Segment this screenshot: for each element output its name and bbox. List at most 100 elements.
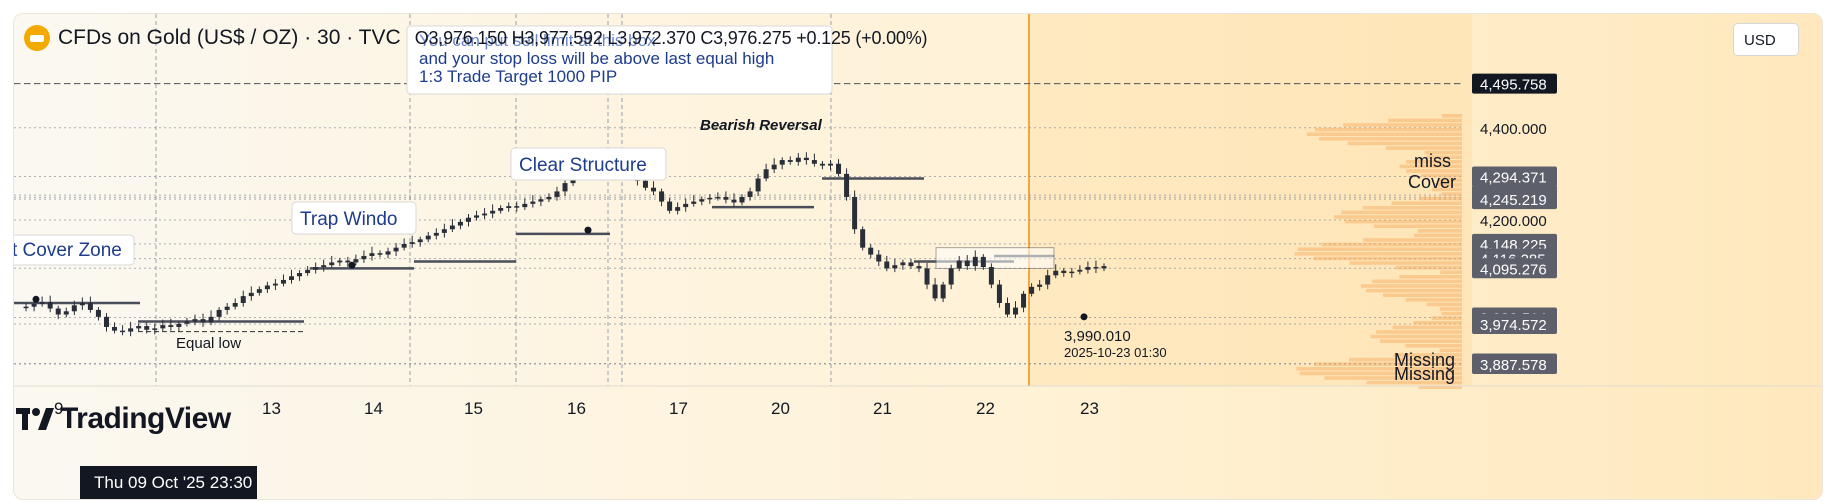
- volume-profile-bar: [1380, 339, 1462, 343]
- candle-body: [723, 196, 729, 200]
- candle-body: [972, 256, 978, 267]
- volume-profile-bar: [1393, 353, 1462, 357]
- candle-body: [795, 157, 801, 162]
- candle-body: [956, 260, 962, 269]
- note-line: 1:3 Trade Target 1000 PIP: [419, 67, 617, 86]
- svg-text:3,974.572: 3,974.572: [1480, 317, 1547, 334]
- price-scale-label: 4,294.371: [1472, 166, 1557, 187]
- candle-body: [1037, 284, 1043, 287]
- candle-body: [514, 206, 520, 208]
- volume-profile-bar: [1439, 307, 1462, 311]
- candle-body: [876, 254, 882, 262]
- note-line: You can put sell limit at this box: [419, 31, 656, 50]
- candle-body: [932, 284, 938, 299]
- volume-profile-bar: [1383, 293, 1462, 297]
- symbol-title[interactable]: CFDs on Gold (US$ / OZ) · 30 · TVC: [58, 26, 401, 49]
- candle-body: [313, 267, 319, 270]
- volume-profile-bar: [1399, 275, 1462, 279]
- volume-profile-bar: [1297, 247, 1462, 251]
- candle-body: [289, 276, 295, 280]
- volume-profile-bar: [1344, 219, 1462, 224]
- volume-profile-bar: [1441, 311, 1462, 316]
- low-price-label: 3,990.010: [1064, 328, 1131, 345]
- candle-body: [996, 284, 1002, 303]
- candle-body: [417, 239, 423, 243]
- svg-text:4,200.000: 4,200.000: [1480, 213, 1547, 230]
- candle-body: [345, 260, 351, 263]
- candle-body: [208, 316, 214, 323]
- marker-dot: [584, 226, 592, 234]
- candle-body: [39, 302, 45, 304]
- candle-body: [71, 305, 77, 312]
- volume-profile-bar: [1420, 196, 1462, 201]
- volume-profile-bar: [1439, 348, 1462, 353]
- candle-body: [852, 196, 858, 230]
- candle-body: [232, 303, 238, 307]
- svg-text:4,294.371: 4,294.371: [1480, 169, 1547, 186]
- volume-profile-bar: [1314, 127, 1462, 132]
- volume-profile-bar: [1431, 187, 1462, 192]
- candle-body: [538, 199, 544, 202]
- candle-body: [240, 296, 246, 303]
- volume-profile-bar: [1392, 325, 1462, 330]
- marker-dot: [1080, 313, 1088, 321]
- candle-body: [763, 169, 769, 179]
- tradingview-logo-icon: [16, 408, 54, 430]
- gold-symbol-icon: [24, 25, 50, 51]
- missing-1-label: Missing: [1394, 350, 1455, 370]
- time-tick-label: 14: [364, 399, 383, 418]
- time-tick-label: 13: [262, 399, 281, 418]
- candle-body: [256, 289, 262, 293]
- clear-structure-label: Clear Structure: [519, 155, 647, 176]
- candle-body: [128, 328, 134, 332]
- candle-body: [988, 267, 994, 285]
- chart-frame: t Cover Zone Trap Windo Clear Structure Bea…: [13, 13, 1823, 500]
- candle-body: [642, 180, 648, 188]
- horizontal-levels: [14, 83, 1462, 365]
- volume-profile-bar: [1366, 380, 1462, 385]
- candle-body: [1085, 267, 1091, 270]
- price-scale-label: 3,887.578: [1472, 354, 1557, 375]
- candle-body: [675, 207, 681, 211]
- price-scale-label: 4,495.758: [1472, 73, 1557, 94]
- svg-text:4,095.276: 4,095.276: [1480, 261, 1547, 278]
- cover-label: Cover: [1408, 172, 1456, 192]
- chart-canvas[interactable]: t Cover Zone Trap Windo Clear Structure Bea…: [14, 14, 1822, 499]
- candle-body: [136, 326, 142, 329]
- currency-button[interactable]: USD: [1733, 23, 1799, 56]
- candle-body: [884, 261, 890, 269]
- candle-body: [144, 326, 150, 330]
- brand-name: TradingView: [60, 402, 231, 435]
- candle-body: [940, 284, 946, 299]
- candle-body: [369, 253, 375, 256]
- candle-body: [739, 196, 745, 203]
- volume-profile-bar: [1294, 252, 1462, 256]
- candle-body: [1004, 303, 1010, 315]
- sell-limit-box: [935, 247, 1055, 269]
- volume-profile-bar: [1437, 178, 1462, 182]
- miss-label: miss: [1414, 151, 1451, 171]
- volume-profile-bar: [1349, 357, 1462, 362]
- ohlc-readout: O3,976.150 H3,977.592 L3,972.370 C3,976.…: [414, 27, 928, 48]
- volume-profile-bar: [1343, 123, 1462, 127]
- trap-window-annotation: Trap Windo: [291, 201, 417, 235]
- candle-body: [522, 203, 528, 208]
- candle-body: [425, 235, 431, 240]
- candle-body: [747, 191, 753, 197]
- candle-body: [449, 225, 455, 230]
- symbol-header: CFDs on Gold (US$ / OZ) · 30 · TVC O3,97…: [24, 24, 928, 52]
- time-tick-label: 23: [1080, 399, 1099, 418]
- candle-body: [433, 232, 439, 236]
- candle-body: [361, 255, 367, 260]
- candle-body: [827, 163, 833, 166]
- volume-profile-bar: [1313, 256, 1462, 261]
- svg-text:4,245.219: 4,245.219: [1480, 192, 1547, 209]
- candle-body: [908, 262, 914, 267]
- volume-profile-bar: [1418, 385, 1462, 389]
- candle-body: [184, 321, 190, 324]
- time-tick-label: 22: [976, 399, 995, 418]
- candle-body: [224, 306, 230, 310]
- svg-text:4,495.758: 4,495.758: [1480, 77, 1547, 94]
- candle-body: [836, 163, 842, 174]
- candle-body: [264, 285, 270, 290]
